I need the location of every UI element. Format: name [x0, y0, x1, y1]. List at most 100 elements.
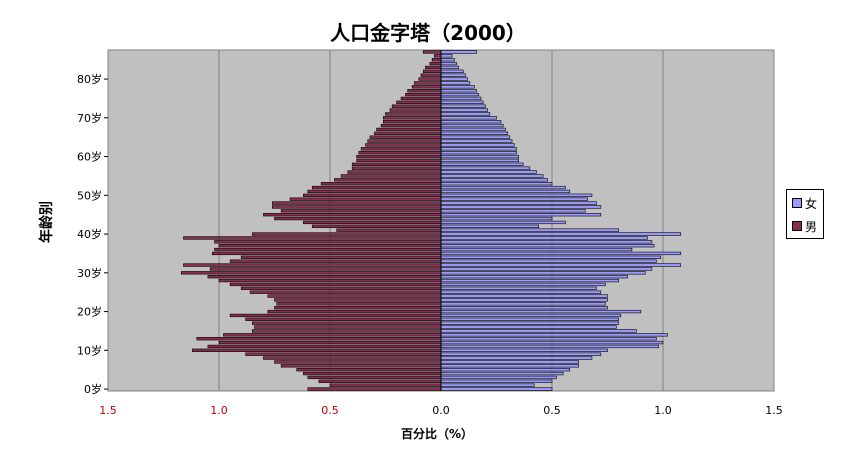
y-axis-label: 年龄别 — [38, 201, 55, 243]
bar-male — [380, 123, 442, 128]
bar-male — [274, 306, 442, 310]
bar-male — [276, 302, 442, 306]
bar-male — [263, 356, 442, 360]
y-tick-label: 80岁 — [77, 72, 102, 86]
bar-male — [254, 325, 442, 329]
legend-swatch-male — [792, 221, 802, 231]
bar-male — [336, 228, 442, 232]
bar-male — [307, 375, 442, 380]
bar-male — [405, 92, 442, 97]
bar-female — [440, 96, 482, 101]
x-tick-label: 0.5 — [543, 404, 561, 417]
bar-female — [440, 54, 453, 58]
bar-male — [307, 387, 442, 391]
bar-female — [440, 236, 648, 240]
bar-male — [340, 174, 442, 178]
bar-female — [440, 158, 519, 163]
bar-male — [192, 348, 442, 352]
bar-male — [212, 251, 442, 256]
bar-female — [440, 216, 553, 221]
bar-female — [440, 143, 515, 147]
bar-male — [252, 232, 442, 236]
bar-female — [440, 244, 655, 248]
bar-male — [365, 143, 442, 147]
bar-female — [440, 201, 597, 205]
bar-female — [440, 154, 519, 159]
bar-female — [440, 278, 619, 283]
bar-female — [440, 282, 606, 287]
bar-female — [440, 123, 504, 128]
bar-female — [440, 81, 471, 85]
x-tick-label: 1.5 — [99, 404, 117, 417]
bar-female — [440, 255, 662, 259]
bar-female — [440, 228, 619, 232]
bar-male — [296, 368, 442, 372]
bar-female — [440, 189, 571, 194]
bar-male — [396, 100, 442, 104]
bar-female — [440, 356, 593, 360]
bar-male — [303, 371, 442, 376]
bar-male — [271, 205, 442, 209]
bar-male — [267, 294, 442, 298]
bar-female — [440, 286, 597, 290]
bar-female — [440, 139, 513, 143]
bar-male — [180, 271, 442, 275]
x-axis-label: 百分比（%） — [401, 426, 473, 441]
bar-male — [434, 54, 442, 58]
bar-female — [440, 120, 502, 124]
bar-female — [440, 193, 593, 197]
x-tick-label: 1.0 — [210, 404, 228, 417]
bar-male — [431, 58, 442, 62]
bar-female — [440, 89, 477, 93]
bar-female — [440, 92, 480, 97]
bar-female — [440, 290, 602, 294]
bar-male — [369, 135, 442, 139]
bar-female — [440, 174, 544, 178]
y-axis-ticks: 0岁 10岁 20岁 30岁 40岁 50岁 60岁 70岁 80岁 — [77, 72, 108, 396]
bar-male — [218, 244, 442, 248]
bar-female — [440, 387, 553, 391]
bar-female — [440, 333, 668, 337]
x-tick-label: 1.5 — [765, 404, 783, 417]
bar-male — [422, 69, 442, 73]
bar-male — [229, 282, 442, 287]
bar-female — [440, 375, 557, 380]
bar-male — [351, 162, 442, 166]
bar-female — [440, 306, 608, 310]
legend-item-female: 女 — [792, 195, 817, 211]
bar-male — [274, 216, 442, 221]
bar-male — [214, 240, 442, 244]
bar-female — [440, 371, 564, 376]
chart-title: 人口金字塔（2000） — [330, 21, 526, 45]
bar-female — [440, 263, 682, 267]
bar-male — [334, 178, 442, 182]
bar-male — [425, 65, 442, 70]
bar-male — [229, 313, 442, 318]
y-tick-label: 20岁 — [77, 305, 102, 319]
bar-female — [440, 313, 622, 318]
bar-male — [414, 81, 442, 85]
bar-female — [440, 240, 653, 244]
female-bars — [440, 50, 682, 391]
bar-female — [440, 271, 646, 275]
bar-female — [440, 383, 535, 387]
y-tick-label: 10岁 — [77, 343, 102, 357]
bar-male — [218, 278, 442, 283]
x-tick-label: 0.5 — [321, 404, 339, 417]
bar-male — [252, 329, 442, 333]
bar-male — [214, 247, 442, 252]
bar-female — [440, 337, 657, 341]
bar-female — [440, 178, 548, 182]
bar-male — [240, 286, 442, 290]
bar-female — [440, 344, 659, 349]
male-bars — [180, 50, 442, 391]
bar-male — [207, 275, 442, 279]
bar-female — [440, 77, 468, 81]
bar-male — [274, 360, 442, 364]
bar-male — [271, 201, 442, 205]
x-tick-label: 1.0 — [654, 404, 672, 417]
bar-female — [440, 170, 537, 174]
bar-male — [382, 120, 442, 124]
